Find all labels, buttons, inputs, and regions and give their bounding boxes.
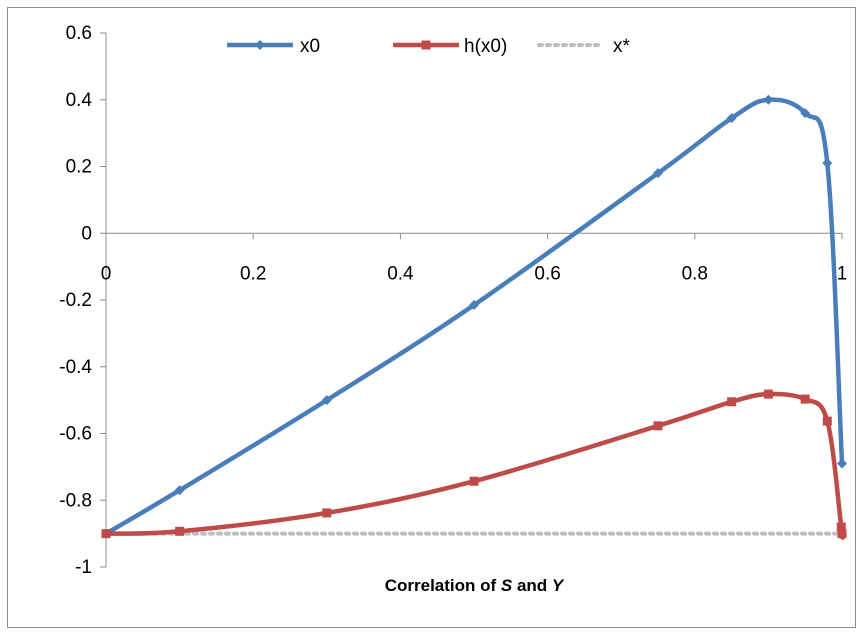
legend-item-0: x0 [227, 36, 320, 57]
legend-item-1-marker [421, 40, 431, 50]
y-tick-label: -0.4 [59, 357, 92, 378]
series-0-point [321, 395, 332, 406]
legend: x0 h(x0) x* [227, 36, 631, 57]
legend-item-2-label: x* [613, 36, 631, 57]
chart-frame: 0.6 0.4 0.2 0 -0.2 -0.4 -0.6 -0.8 -1 0 0.2 0.4 0.6 0… [7, 7, 856, 628]
series-1-point [763, 389, 773, 399]
y-tick-labels: 0.6 0.4 0.2 0 -0.2 -0.4 -0.6 -0.8 -1 [59, 23, 106, 578]
legend-item-0-label: x0 [300, 36, 320, 57]
series-1-point [101, 529, 111, 539]
series-0-line [104, 97, 845, 536]
series-1-point [822, 416, 832, 426]
series-0-point [653, 168, 663, 179]
series-1-point [322, 508, 332, 518]
x-axis-label: Correlation of S and Y [385, 576, 565, 595]
series-1-point [469, 476, 479, 486]
series-0-point [469, 300, 479, 311]
y-tick-label: -0.6 [59, 424, 92, 445]
y-tick-label: 0.4 [66, 90, 93, 111]
series-group [101, 94, 847, 540]
series-0-point [837, 458, 847, 469]
series-1-point [837, 529, 847, 539]
y-tick-label: -0.2 [59, 290, 92, 311]
y-tick-label: 0 [81, 223, 92, 244]
x-tick-labels: 0 0.2 0.4 0.6 0.8 1 [101, 233, 848, 284]
series-1-point [800, 394, 810, 404]
series-1-line [105, 391, 845, 540]
legend-item-1: h(x0) [393, 36, 507, 57]
axes [105, 33, 842, 567]
x-tick-label: 0.4 [387, 263, 414, 284]
legend-item-2: x* [537, 36, 631, 57]
series-1-point [836, 522, 846, 532]
series-0 [101, 94, 847, 539]
series-1-point [727, 397, 737, 407]
y-tick-label: -0.8 [59, 490, 92, 511]
series-1-point [653, 421, 663, 431]
x-tick-label: 0.8 [682, 263, 708, 284]
series-0-point [763, 94, 774, 105]
line-chart: 0.60.40.20-0.2-0.4-0.6-0.8-1 0 0.2 0.4 0.6 0… [59, 23, 848, 595]
legend-item-1-label: h(x0) [464, 36, 507, 57]
x-tick-label: 0.2 [240, 263, 266, 284]
legend-item-0-marker [255, 40, 265, 50]
y-tick-label: -1 [75, 557, 92, 578]
x-tick-label: 0 [101, 263, 112, 284]
series-1-point [175, 526, 185, 536]
series-0-point [726, 113, 737, 124]
y-tick-label: 0.6 [66, 23, 92, 44]
x-tick-label: 1 [837, 263, 848, 284]
series-0-point [800, 108, 811, 119]
y-tick-label: 0.2 [66, 157, 92, 178]
series-1 [101, 389, 847, 540]
x-tick-label: 0.6 [534, 263, 560, 284]
series-0-point [174, 485, 185, 496]
series-0-point [822, 158, 833, 169]
